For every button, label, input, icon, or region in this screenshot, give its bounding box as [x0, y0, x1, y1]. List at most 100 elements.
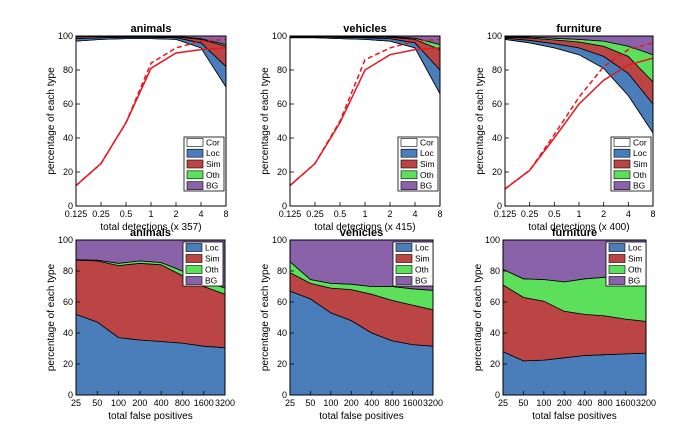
- legend-swatch-oth: [613, 170, 631, 180]
- x-tick-label: 200: [557, 398, 572, 408]
- y-tick-label: 40: [490, 328, 500, 338]
- chart-title: vehicles: [340, 227, 383, 239]
- chart-4: 0 20 40 60 80 100 25 50 100 200 400 800 1600 3200 anim…: [46, 227, 235, 422]
- y-tick-label: 0: [497, 201, 502, 211]
- plot-frame: [289, 239, 434, 396]
- y-tick-label: 80: [277, 266, 287, 276]
- x-tick-label: 800: [385, 398, 400, 408]
- y-tick-label: 0: [68, 390, 73, 400]
- plot-frame: [75, 239, 226, 396]
- chart-3: 0 20 40 60 80 100 0.125 0.25 0.5 1 2 4 8 furniture tot…: [475, 23, 656, 233]
- y-tick-label: 0: [495, 390, 500, 400]
- y-tick-label: 60: [277, 99, 287, 109]
- y-tick-label: 20: [490, 359, 500, 369]
- legend-label-loc: Loc: [415, 243, 429, 253]
- legend-swatch-bg: [400, 181, 418, 190]
- y-tick-label: 80: [492, 65, 502, 75]
- chart-5: 0 20 40 60 80 100 25 50 100 200 400 800 1600 3200 vehi…: [260, 227, 443, 422]
- x-tick-label: 50: [305, 398, 315, 408]
- legend-label-sim: Sim: [420, 159, 435, 169]
- x-axis-label: total false positives: [319, 411, 404, 422]
- x-tick-label: 1: [148, 209, 153, 219]
- x-tick-label: 400: [364, 398, 379, 408]
- y-tick-label: 20: [492, 167, 502, 177]
- x-tick-label: 800: [175, 398, 190, 408]
- legend-swatch-loc: [608, 243, 626, 252]
- x-tick-label: 50: [518, 398, 528, 408]
- legend-label-sim: Sim: [628, 254, 643, 264]
- y-tick-label: 60: [277, 297, 287, 307]
- x-tick-label: 1: [576, 209, 581, 219]
- legend-label-cor: Cor: [420, 137, 434, 147]
- y-tick-label: 20: [277, 359, 287, 369]
- y-tick-label: 80: [490, 266, 500, 276]
- y-tick-label: 20: [63, 359, 73, 369]
- legend-label-bg: BG: [628, 276, 640, 286]
- legend-swatch-sim: [608, 254, 626, 263]
- y-tick-label: 40: [277, 328, 287, 338]
- x-tick-label: 25: [498, 398, 508, 408]
- legend-label-oth: Oth: [628, 265, 642, 275]
- y-tick-label: 100: [58, 235, 73, 245]
- chart-title: animals: [130, 227, 171, 239]
- y-tick-label: 100: [272, 31, 287, 41]
- y-axis-label: percentage of each type: [260, 67, 271, 175]
- y-tick-label: 100: [58, 31, 73, 41]
- x-axis-label: total detections (x 357): [100, 222, 201, 233]
- x-tick-label: 0.25: [306, 209, 324, 219]
- x-tick-label: 50: [92, 398, 102, 408]
- x-tick-label: 25: [71, 398, 81, 408]
- legend-swatch-sim: [613, 159, 631, 169]
- y-tick-label: 40: [492, 133, 502, 143]
- legend-label-oth: Oth: [206, 170, 220, 180]
- x-tick-label: 100: [536, 398, 551, 408]
- x-tick-label: 1600: [616, 398, 636, 408]
- legend-label-bg: BG: [420, 181, 432, 191]
- y-tick-label: 20: [63, 167, 73, 177]
- x-tick-label: 0.125: [65, 209, 88, 219]
- legend-label-cor: Cor: [206, 137, 220, 147]
- y-tick-label: 60: [490, 297, 500, 307]
- legend-label-bg: BG: [205, 276, 217, 286]
- legend-swatch-sim: [400, 159, 418, 169]
- x-tick-label: 100: [323, 398, 338, 408]
- legend-swatch-cor: [400, 138, 418, 147]
- legend-swatch-oth: [608, 265, 626, 274]
- legend-swatch-cor: [613, 138, 631, 147]
- y-axis-label: percentage of each type: [475, 67, 486, 175]
- legend-label-loc: Loc: [205, 243, 219, 253]
- legend-swatch-sim: [185, 254, 203, 263]
- x-tick-label: 4: [626, 209, 631, 219]
- x-axis-label: total false positives: [532, 411, 617, 422]
- x-axis-label: total detections (x 400): [528, 222, 629, 233]
- legend-label-oth: Oth: [633, 170, 647, 180]
- y-tick-label: 80: [63, 266, 73, 276]
- y-axis-label: percentage of each type: [473, 263, 484, 371]
- recall-curve-dashed: [289, 38, 441, 187]
- legend-label-sim: Sim: [205, 254, 220, 264]
- x-tick-label: 3200: [423, 398, 443, 408]
- x-tick-label: 3200: [215, 398, 235, 408]
- legend-swatch-loc: [400, 148, 418, 158]
- x-tick-label: 1600: [403, 398, 423, 408]
- x-tick-label: 0.5: [334, 209, 347, 219]
- legend-label-oth: Oth: [415, 265, 429, 275]
- x-tick-label: 2: [173, 209, 178, 219]
- legend-swatch-oth: [186, 170, 204, 180]
- chart-2: 0 20 40 60 80 100 0.125 0.25 0.5 1 2 4 8 vehicles tota…: [260, 23, 443, 233]
- legend-label-loc: Loc: [633, 148, 647, 158]
- legend-label-sim: Sim: [415, 254, 430, 264]
- x-tick-label: 4: [412, 209, 417, 219]
- y-tick-label: 100: [272, 235, 287, 245]
- y-tick-label: 60: [492, 99, 502, 109]
- y-tick-label: 100: [487, 31, 502, 41]
- chart-1: 0 20 40 60 80 100 0.125 0.25 0.5 1 2 4 8 animals total…: [46, 23, 229, 233]
- x-tick-label: 8: [223, 209, 228, 219]
- y-tick-label: 40: [277, 133, 287, 143]
- y-axis-label: percentage of each type: [46, 67, 57, 175]
- x-tick-label: 0.25: [521, 209, 539, 219]
- x-tick-label: 400: [154, 398, 169, 408]
